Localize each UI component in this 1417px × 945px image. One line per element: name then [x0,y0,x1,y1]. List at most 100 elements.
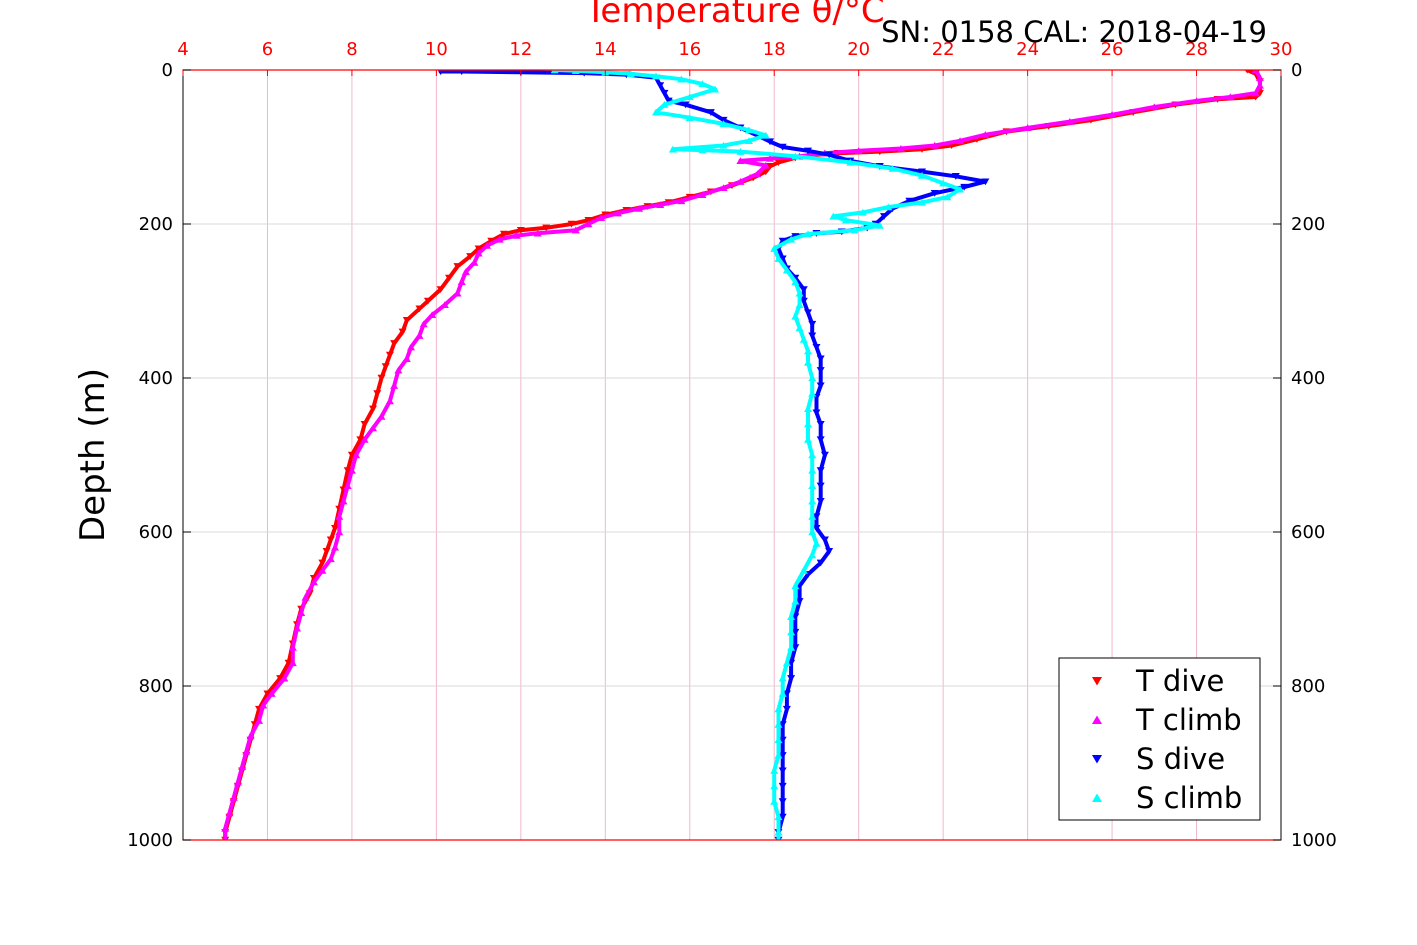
data-point [440,301,449,309]
data-point [804,436,813,443]
data-point [778,752,787,759]
data-point [960,183,969,191]
data-point [782,690,791,698]
data-point [804,230,813,238]
data-point [930,190,939,197]
data-point [698,191,707,198]
data-point [335,513,344,520]
data-point [791,312,800,320]
x-tick-label: 26 [1101,39,1124,60]
y-axis-label: Depth (m) [73,368,113,542]
x-tick-label: 6 [262,39,273,60]
data-point [816,559,825,567]
x-tick-label: 16 [678,39,701,60]
data-point [458,70,465,76]
y-tick-label-left: 400 [139,368,173,389]
data-point [1192,97,1201,104]
data-point [770,797,779,805]
y-tick-label-right: 400 [1291,368,1325,389]
data-point [711,85,720,93]
data-point [360,436,369,443]
data-point [571,226,580,234]
y-tick-label-right: 800 [1291,676,1325,697]
data-point [584,216,593,224]
series-s-dive [437,70,990,840]
data-point [956,185,965,193]
data-point [787,235,796,243]
data-point [770,782,779,790]
data-point [512,231,521,239]
data-point [782,705,791,713]
chart-subtitle: SN: 0158 CAL: 2018-04-19 [881,15,1267,49]
y-tick-label-right: 0 [1291,60,1302,81]
data-point [436,286,445,294]
data-point [778,782,787,790]
data-point [736,148,745,155]
data-point [402,355,411,362]
data-point [651,108,660,116]
data-point [461,268,470,275]
data-point [812,344,821,351]
data-point [787,643,796,651]
data-point [816,382,825,390]
data-point [808,497,817,505]
data-point [825,151,834,159]
data-point [428,311,437,319]
y-tick-label-right: 200 [1291,214,1325,235]
data-point [664,97,673,105]
data-point [533,229,542,237]
data-point [939,179,948,187]
data-point [550,70,559,74]
data-point [225,809,234,817]
data-point [369,405,378,413]
x-tick-label: 20 [847,39,870,60]
data-point [770,767,779,774]
data-point [820,451,829,459]
legend-label: T climb [1135,703,1242,737]
data-point [774,705,783,713]
data-point [423,297,432,305]
data-point [766,154,775,162]
x-tick-label: 28 [1185,39,1208,60]
data-point [766,138,775,146]
data-point [318,566,327,574]
x-tick-label: 10 [425,39,448,60]
x-tick-label: 22 [932,39,955,60]
data-point [516,226,525,234]
data-point [778,674,787,682]
data-point [778,143,787,151]
data-point [799,335,808,343]
data-point [377,412,386,420]
data-point [787,613,796,620]
data-point [415,305,424,313]
data-point [808,374,817,382]
data-point [352,451,361,459]
data-point [808,551,817,559]
data-point [761,131,770,139]
data-point [445,274,454,282]
data-point [706,109,715,116]
data-point [685,114,694,121]
data-point [402,317,411,324]
data-point [778,813,787,821]
data-point [744,137,753,145]
data-point [635,205,644,212]
data-point [875,221,884,229]
data-point [808,332,817,340]
data-point [753,170,762,178]
data-point [799,286,808,294]
data-point [918,198,927,206]
x-tick-label: 18 [763,39,786,60]
data-point [267,690,276,697]
data-point [223,836,228,840]
data-point [956,137,965,145]
x-tick-label: 24 [1016,39,1039,60]
data-point [571,70,580,74]
data-point [1251,89,1260,97]
data-point [1255,74,1264,81]
y-tick-label-right: 1000 [1291,830,1337,851]
data-point [816,421,825,428]
data-point [613,209,622,217]
data-point [804,309,813,317]
data-point [373,390,382,397]
